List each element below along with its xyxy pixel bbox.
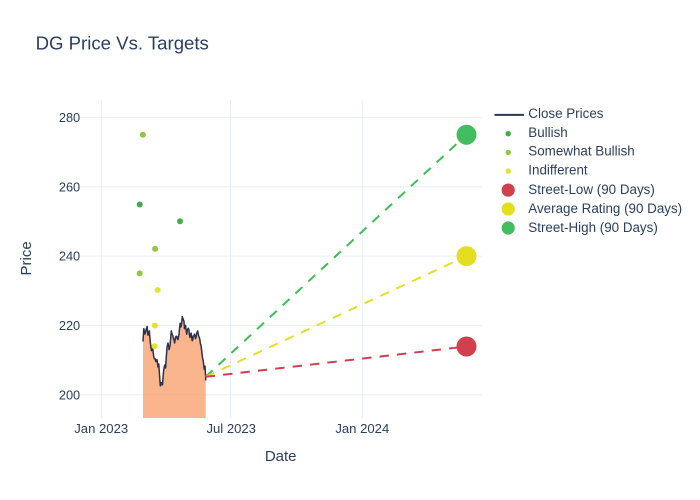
svg-text:Average Rating (90 Days): Average Rating (90 Days) [528,201,682,216]
svg-text:240: 240 [59,249,80,264]
svg-text:260: 260 [59,179,80,194]
svg-text:Jul 2023: Jul 2023 [206,421,256,436]
svg-text:280: 280 [59,110,80,125]
svg-text:DG Price Vs. Targets: DG Price Vs. Targets [36,33,209,54]
svg-text:Close Prices: Close Prices [528,106,603,121]
svg-text:Jan 2023: Jan 2023 [74,421,128,436]
svg-text:Price: Price [18,241,35,275]
svg-text:200: 200 [59,387,80,402]
svg-text:Street-Low (90 Days): Street-Low (90 Days) [528,182,655,197]
svg-text:Bullish: Bullish [528,125,567,140]
svg-text:220: 220 [59,318,80,333]
svg-text:Date: Date [265,448,297,465]
svg-text:Jan 2024: Jan 2024 [335,421,389,436]
svg-text:Indifferent: Indifferent [528,163,588,178]
svg-text:Street-High (90 Days): Street-High (90 Days) [528,220,658,235]
svg-text:Somewhat Bullish: Somewhat Bullish [528,144,634,159]
